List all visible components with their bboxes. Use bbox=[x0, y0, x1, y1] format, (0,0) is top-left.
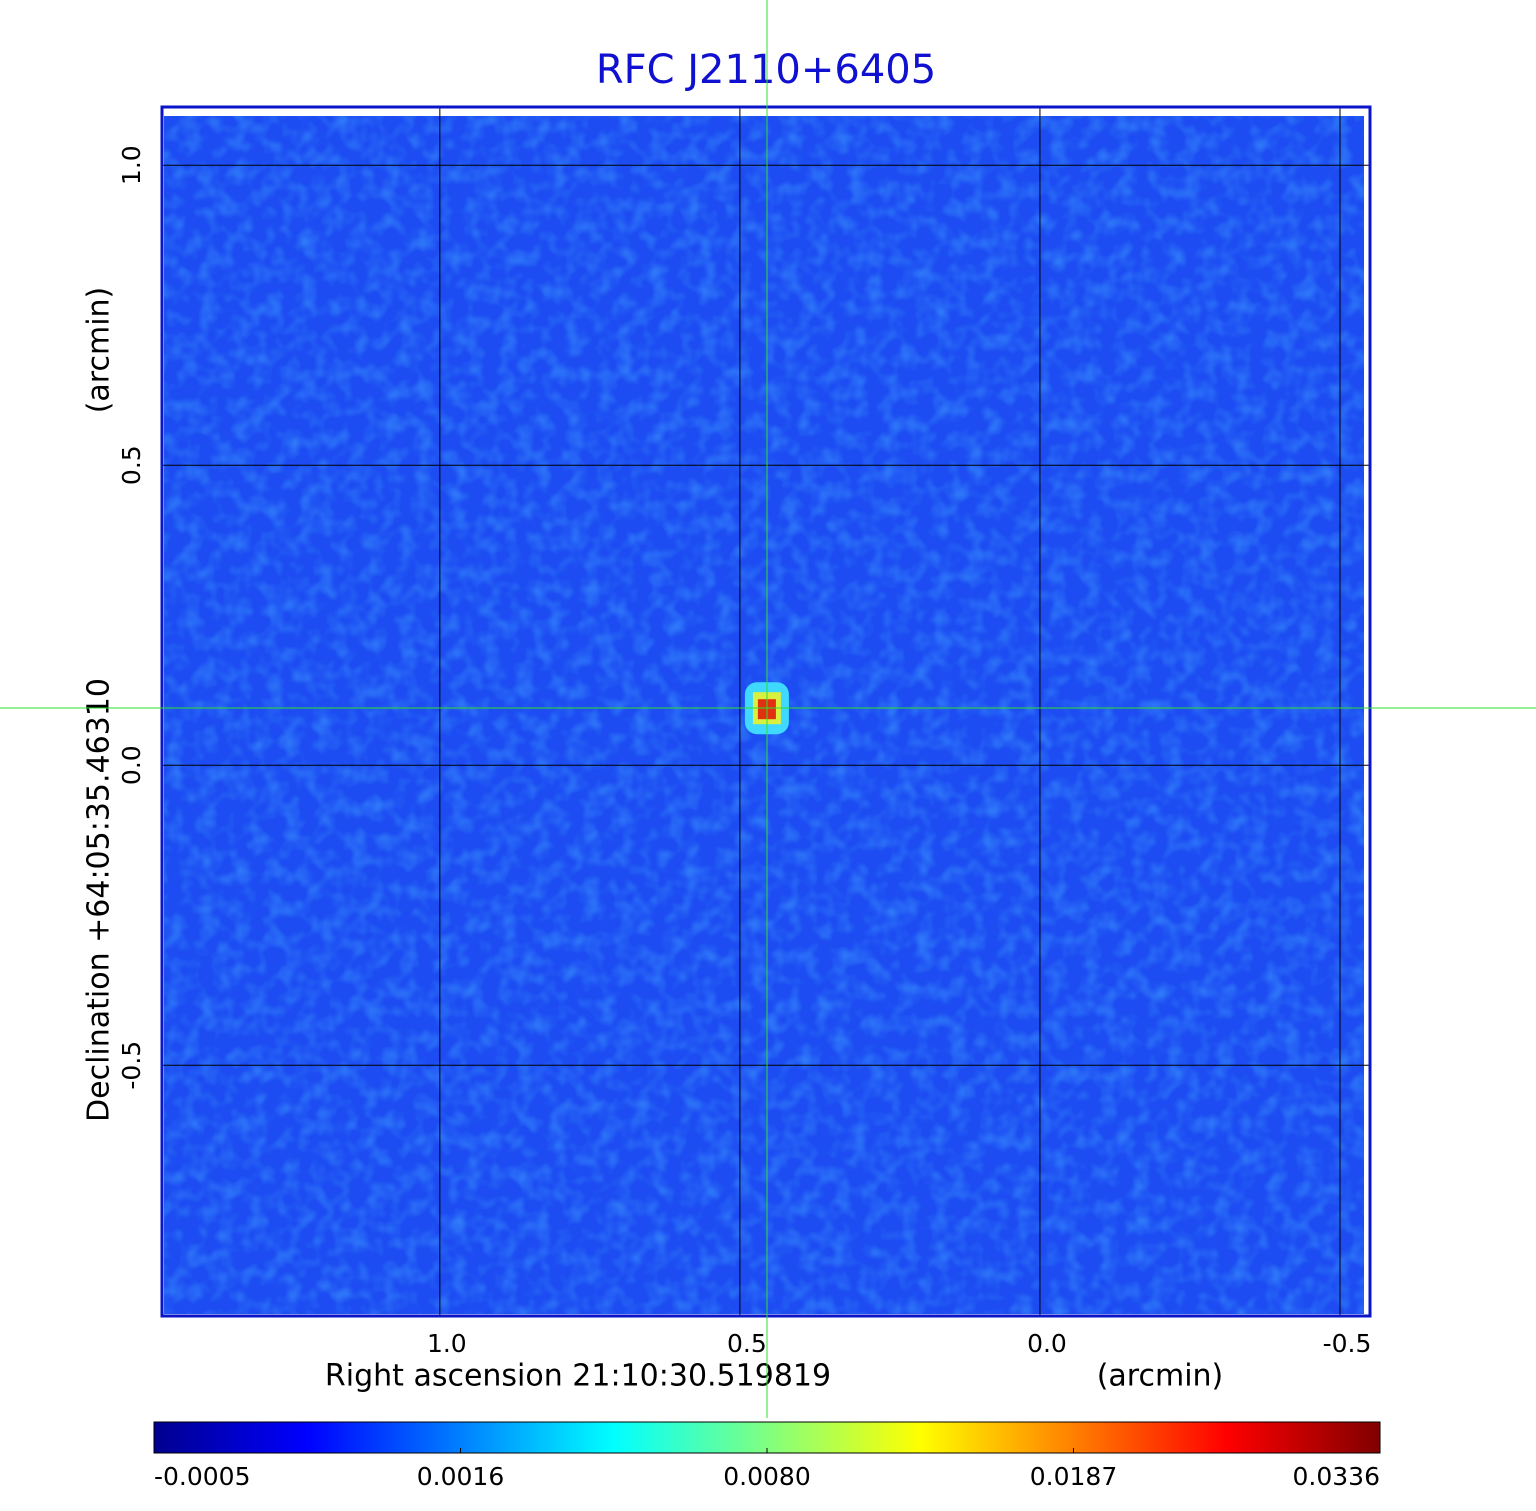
colorbar-tick-label: 0.0016 bbox=[417, 1462, 504, 1491]
y-axis-unit: (arcmin) bbox=[82, 287, 117, 414]
plot-area bbox=[162, 107, 1370, 1316]
y-tick-label: 0.0 bbox=[117, 745, 146, 785]
x-tick-label: 1.0 bbox=[427, 1329, 467, 1358]
x-axis-unit: (arcmin) bbox=[1097, 1359, 1224, 1394]
colorbar-tick-label: 0.0080 bbox=[723, 1462, 810, 1491]
y-tick-label: 0.5 bbox=[117, 445, 146, 485]
colorbar-tick-label: 0.0336 bbox=[1293, 1462, 1380, 1491]
chart-title: RFC J2110+6405 bbox=[596, 47, 936, 93]
y-tick-label: -0.5 bbox=[117, 1041, 146, 1090]
y-tick-label: 1.0 bbox=[117, 145, 146, 185]
colorbar-tick-label: -0.0005 bbox=[154, 1462, 251, 1491]
x-tick-label: 0.5 bbox=[727, 1329, 767, 1358]
plot-frame bbox=[160, 105, 1372, 1318]
x-tick-label: -0.5 bbox=[1323, 1329, 1372, 1358]
y-axis-label: Declination +64:05:35.46310 bbox=[82, 678, 117, 1122]
colorbar-tick-label: 0.0187 bbox=[1030, 1462, 1117, 1491]
x-tick-label: 0.0 bbox=[1027, 1329, 1067, 1358]
x-axis-label: Right ascension 21:10:30.519819 bbox=[325, 1359, 831, 1394]
